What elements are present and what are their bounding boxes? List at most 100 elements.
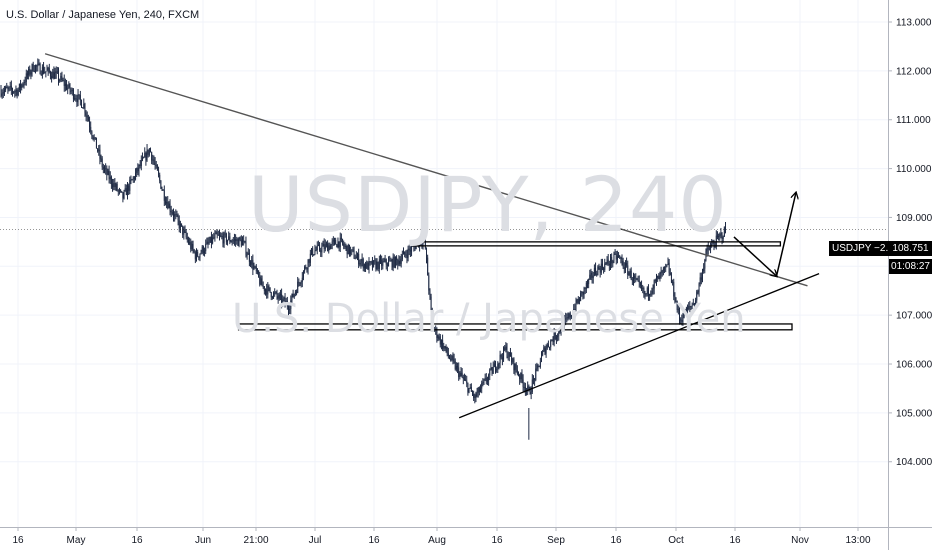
- candle-body: [353, 250, 355, 259]
- candle-body: [181, 223, 183, 226]
- candle-body: [623, 267, 625, 270]
- candle-body: [689, 306, 691, 308]
- candle-body: [551, 340, 553, 342]
- candle-body: [239, 237, 241, 240]
- candle-body: [18, 83, 20, 90]
- candle-body: [232, 240, 234, 242]
- candle-body: [327, 243, 329, 252]
- candle-body: [207, 241, 209, 244]
- candle-body: [143, 157, 145, 159]
- candle-body: [516, 369, 518, 374]
- price-tick-label: 110.000: [896, 164, 932, 175]
- candle-body: [332, 240, 334, 242]
- candle-body: [363, 264, 365, 269]
- candle-body: [144, 152, 146, 158]
- candle-body: [124, 188, 126, 191]
- candle-body: [309, 253, 311, 263]
- candle-body: [133, 177, 135, 180]
- candle-body: [28, 68, 30, 76]
- candle-body: [159, 174, 161, 181]
- candle-body: [606, 259, 608, 263]
- candle-body: [138, 164, 140, 172]
- candle-body: [219, 235, 220, 237]
- candle-body: [391, 259, 393, 268]
- time-axis[interactable]: 16 May 16 Jun 21:00 Jul 16 Aug 16 Sep 16 Oct 16 Nov 13…: [0, 527, 932, 546]
- candle-body: [62, 80, 64, 82]
- candle-body: [621, 259, 623, 261]
- candle-body: [279, 294, 281, 296]
- candle-body: [16, 89, 18, 96]
- last-price-label: 108.751: [889, 241, 932, 256]
- candle-body: [317, 244, 319, 246]
- price-axis[interactable]: 113.000112.000111.000110.000109.000108.0…: [888, 0, 932, 550]
- candle-body: [168, 203, 170, 209]
- candle-body: [442, 339, 444, 349]
- candle-body: [558, 330, 560, 336]
- candle-body: [592, 275, 594, 278]
- candle-body: [421, 243, 423, 245]
- candle-body: [394, 256, 396, 267]
- candle-body: [315, 250, 317, 252]
- projection-arrow[interactable]: [733, 236, 777, 276]
- trendline[interactable]: [44, 53, 808, 287]
- candle-body: [562, 323, 564, 330]
- candle-body: [324, 244, 326, 249]
- candle-body: [390, 259, 392, 261]
- candle-body: [527, 386, 529, 390]
- candle-body: [331, 241, 333, 245]
- candle-body: [14, 91, 16, 93]
- candle-body: [155, 165, 157, 167]
- candle-body: [435, 328, 437, 330]
- candle-body: [557, 335, 559, 338]
- candle-body: [699, 277, 701, 285]
- candle-body: [431, 310, 433, 324]
- candle-body: [308, 259, 310, 263]
- candle-body: [105, 168, 107, 170]
- candle-body: [107, 170, 109, 175]
- projection-arrow[interactable]: [775, 193, 796, 277]
- drawing-layer[interactable]: [0, 53, 888, 419]
- candle-body: [114, 183, 116, 187]
- candle-body: [221, 236, 223, 238]
- candle-body: [246, 254, 248, 256]
- candle-body: [483, 379, 485, 383]
- candle-body: [458, 367, 460, 377]
- candle-body: [98, 149, 100, 152]
- candle-body: [449, 356, 450, 359]
- candle-body: [492, 366, 494, 374]
- candle-body: [43, 67, 45, 74]
- candle-body: [245, 242, 247, 255]
- watermark-description: U.S. Dollar / Japanese Yen: [232, 296, 746, 342]
- candle-body: [205, 244, 207, 252]
- candle-body: [472, 391, 473, 395]
- support-resistance-zone[interactable]: [412, 241, 782, 247]
- candle-body: [399, 260, 401, 264]
- candle-body: [347, 244, 349, 255]
- candle-body: [713, 243, 715, 246]
- candle-body: [493, 363, 495, 367]
- candle-body: [715, 235, 717, 247]
- candle-body: [302, 271, 304, 278]
- candle-body: [156, 165, 158, 171]
- trendline[interactable]: [458, 273, 820, 419]
- candle-body: [292, 293, 294, 298]
- candle-body: [403, 251, 404, 255]
- candle-body: [76, 99, 78, 103]
- candle-body: [386, 264, 388, 267]
- candle-body: [428, 275, 430, 291]
- candle-body: [362, 259, 364, 269]
- candle-body: [405, 254, 407, 256]
- candle-body: [659, 272, 661, 280]
- candle-body: [102, 167, 104, 169]
- support-resistance-zone[interactable]: [237, 323, 793, 331]
- candle-body: [507, 356, 509, 358]
- candle-body: [528, 386, 530, 390]
- candle-body: [646, 287, 648, 294]
- candle-body: [201, 246, 203, 253]
- time-tick-label: 16: [729, 535, 741, 546]
- candle-body: [423, 233, 425, 238]
- candle-body: [673, 281, 675, 297]
- candle-body: [598, 266, 600, 269]
- candle-body: [633, 275, 634, 281]
